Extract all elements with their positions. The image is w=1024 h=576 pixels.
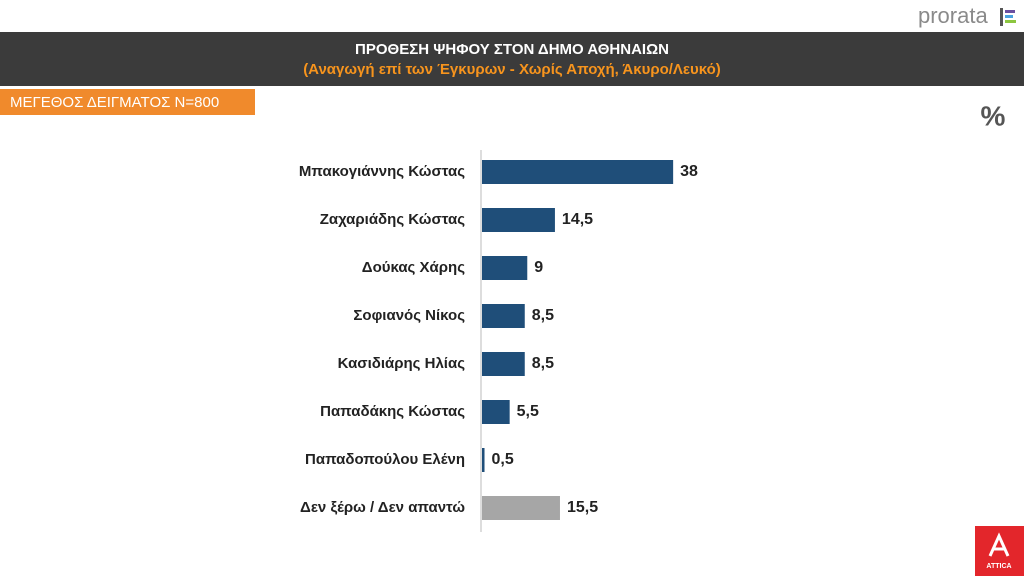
sample-size: ΜΕΓΕΘΟΣ ΔΕΙΓΜΑΤΟΣ N=800 [10,94,219,111]
bar [482,400,510,424]
chart-title: ΠΡΟΘΕΣΗ ΨΗΦΟΥ ΣΤΟΝ ΔΗΜΟ ΑΘΗΝΑΙΩΝ [355,41,669,58]
category-label: Σοφιανός Νίκος [353,307,465,324]
chart-subtitle: (Αναγωγή επί των Έγκυρων - Χωρίς Αποχή, … [303,61,721,78]
sample-box [0,89,255,115]
category-label: Παπαδάκης Κώστας [320,403,465,420]
value-label: 8,5 [532,355,554,372]
category-label: Κασιδιάρης Ηλίας [338,355,466,372]
header-band [0,32,1024,86]
category-label: Δεν ξέρω / Δεν απαντώ [300,499,465,516]
category-label: Μπακογιάννης Κώστας [299,163,465,180]
unit-label: % [981,100,1006,131]
category-label: Ζαχαριάδης Κώστας [320,211,466,228]
value-label: 38 [680,163,698,180]
logo-bar [1005,10,1015,13]
category-label: Παπαδοπούλου Ελένη [305,451,465,468]
bar [482,256,528,280]
value-label: 14,5 [562,211,593,228]
broadcaster-logo-mark [988,532,1010,557]
value-label: 0,5 [492,451,514,468]
category-label: Δούκας Χάρης [362,259,465,276]
value-label: 15,5 [567,499,598,516]
logo-bar [1005,20,1016,23]
broadcaster-logo: ATTICA [986,563,1011,570]
bar [482,352,525,376]
bar [482,160,674,184]
bar [482,448,485,472]
value-label: 5,5 [517,403,539,420]
value-label: 9 [534,259,543,276]
logo-bar [1005,15,1013,18]
value-label: 8,5 [532,307,554,324]
logo-bar [1000,8,1003,26]
bar [482,208,555,232]
pollster-logo: prorata [918,3,988,28]
bar [482,496,560,520]
bar [482,304,525,328]
